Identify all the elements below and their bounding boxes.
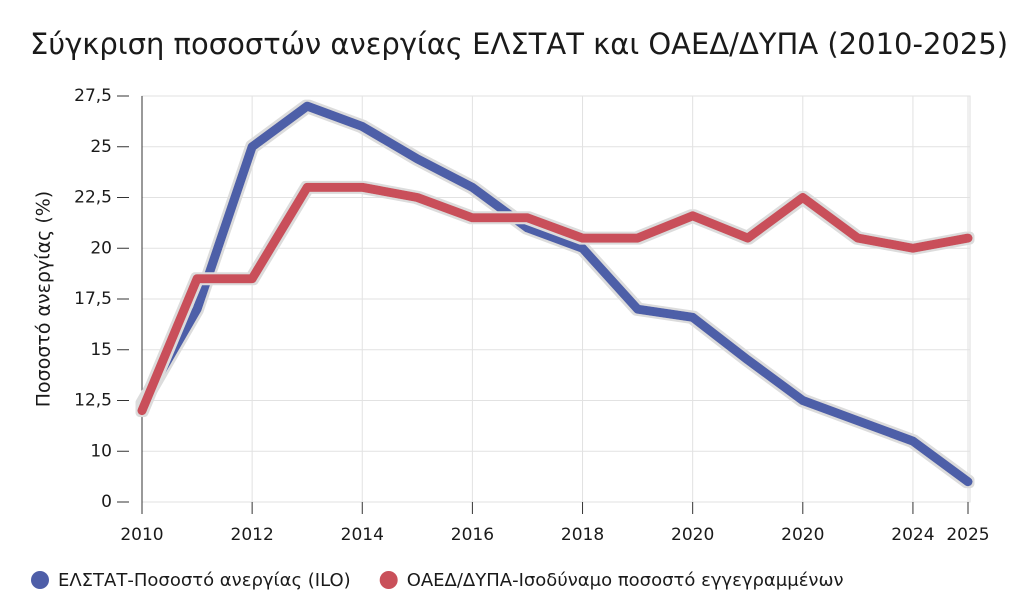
chart-title: Σύγκριση ποσοστών ανεργίας ΕΛΣΤΑΤ και ΟΑ…: [30, 27, 1008, 61]
series-line: [137, 182, 973, 416]
y-tick-label: 22,5: [74, 188, 112, 208]
y-tick-label: 12,5: [74, 391, 112, 411]
y-tick-label: 25: [90, 137, 112, 157]
y-tick-label: 0: [101, 492, 112, 512]
y-tick-label: 17,5: [74, 289, 112, 309]
x-tick-label: 2024: [891, 525, 934, 545]
x-tick-label: 2025: [946, 525, 989, 545]
x-tick-label: 2020: [671, 525, 714, 545]
legend-marker: [379, 571, 398, 589]
y-tick-label: 27,5: [74, 86, 112, 106]
y-tick-label: 15: [90, 340, 112, 360]
x-tick-label: 2020: [781, 525, 824, 545]
y-axis-label: Ποσοστό ανεργίας (%): [33, 191, 55, 407]
x-tick-label: 2018: [561, 525, 604, 545]
series-line: [137, 101, 973, 487]
x-tick-label: 2016: [451, 525, 494, 545]
y-tick-label: 10: [90, 441, 112, 461]
x-tick-label: 2014: [341, 525, 384, 545]
x-tick-label: 2010: [120, 525, 163, 545]
legend-label: ΕΛΣΤΑΤ-Ποσοστό ανεργίας (ILO): [58, 570, 351, 591]
x-tick-label: 2012: [231, 525, 274, 545]
legend-label: ΟΑΕΔ/ΔΥΠΑ-Ισοδύναμο ποσοστό εγγεγραμμένω…: [407, 570, 844, 591]
legend-marker: [31, 571, 49, 589]
y-tick-label: 20: [90, 238, 112, 258]
